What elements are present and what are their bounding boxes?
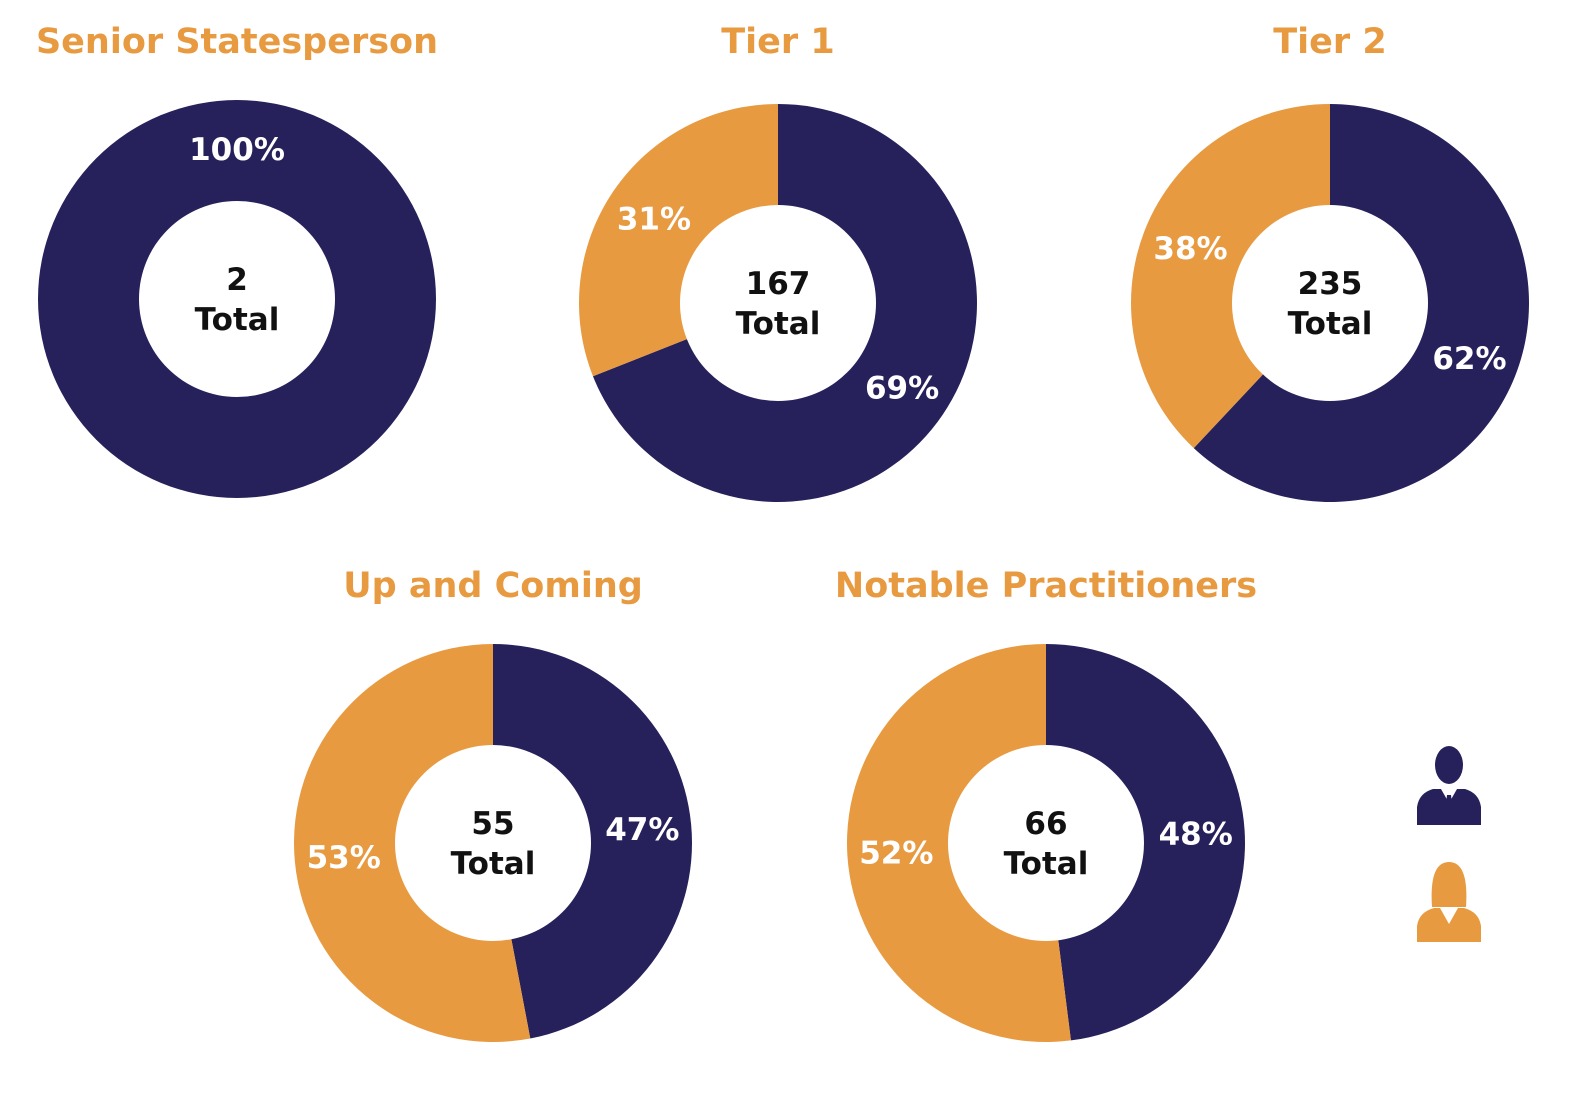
total-count: 55 xyxy=(471,806,514,842)
total-label: Total xyxy=(1004,846,1089,882)
total-count: 167 xyxy=(746,266,811,302)
male-percent-label: 100% xyxy=(189,132,285,168)
donut-hole xyxy=(395,745,591,941)
female-slice xyxy=(1131,104,1330,449)
male-percent-label: 62% xyxy=(1432,341,1506,377)
female-percent-label: 53% xyxy=(307,840,381,876)
male-slice xyxy=(1046,644,1245,1041)
total-label: Total xyxy=(1288,306,1373,342)
donut-hole xyxy=(948,745,1144,941)
donut-chart: Tier 2 62% 38% 235 Total xyxy=(1131,22,1529,502)
total-count: 2 xyxy=(226,262,248,298)
chart-title: Tier 1 xyxy=(721,22,834,62)
male-person-icon xyxy=(1417,746,1481,825)
male-percent-label: 47% xyxy=(605,812,679,848)
chart-title: Up and Coming xyxy=(343,566,643,606)
donut-chart: Notable Practitioners 48% 52% 66 Total xyxy=(835,566,1257,1042)
chart-title: Notable Practitioners xyxy=(835,566,1257,606)
total-label: Total xyxy=(451,846,536,882)
donut-chart: Senior Statesperson 100% 2 Total xyxy=(36,22,438,498)
donut-chart: Tier 1 69% 31% 167 Total xyxy=(579,22,978,502)
male-slice xyxy=(493,644,693,1039)
donut-hole xyxy=(139,201,335,397)
male-percent-label: 48% xyxy=(1159,817,1233,853)
legend xyxy=(1417,746,1481,942)
female-percent-label: 31% xyxy=(617,202,691,238)
donut-hole xyxy=(1232,205,1428,401)
total-count: 235 xyxy=(1298,266,1363,302)
male-percent-label: 69% xyxy=(865,370,939,406)
total-count: 66 xyxy=(1024,806,1067,842)
charts-layer: Senior Statesperson 100% 2 Total Tier 1 69% 31… xyxy=(36,22,1529,1042)
chart-title: Senior Statesperson xyxy=(36,22,438,62)
female-person-icon xyxy=(1417,862,1481,942)
total-label: Total xyxy=(736,306,821,342)
chart-title: Tier 2 xyxy=(1273,22,1386,62)
total-label: Total xyxy=(195,302,280,338)
female-percent-label: 52% xyxy=(859,835,933,871)
donut-chart: Up and Coming 47% 53% 55 Total xyxy=(294,566,693,1042)
female-percent-label: 38% xyxy=(1153,231,1227,267)
donut-hole xyxy=(680,205,876,401)
